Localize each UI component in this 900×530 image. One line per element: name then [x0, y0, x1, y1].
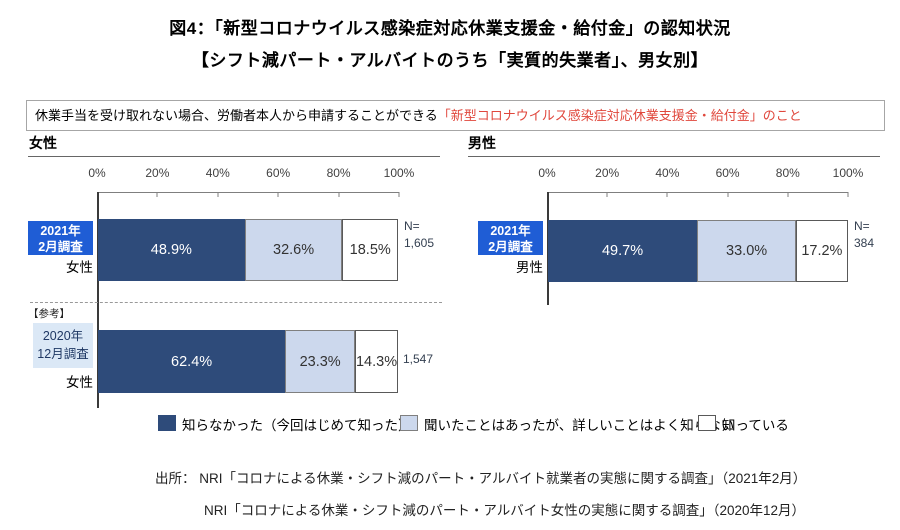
bar-segment: 18.5% [342, 219, 398, 281]
source-line-1: 出所： NRI「コロナによる休業・シフト減のパート・アルバイト就業者の実態に関す… [155, 471, 807, 486]
axis-tick-label: 0% [88, 166, 106, 180]
bar-segment: 14.3% [355, 330, 398, 393]
legend-swatch-dark [158, 415, 176, 431]
axis-tick-label: 40% [205, 166, 230, 180]
survey-badge-male-2021: 2021年 2月調査 [478, 221, 543, 255]
axis-tick-label: 0% [538, 166, 556, 180]
axis-tick [727, 192, 729, 197]
axis-tick-label: 60% [715, 166, 740, 180]
n-prefix: N= [854, 219, 870, 233]
panel-header-rule-female [28, 156, 440, 157]
axis-tick [666, 192, 668, 197]
n-value: 384 [854, 236, 875, 250]
axis-tick [156, 192, 158, 197]
survey-badge-female-2020: 2020年 12月調査 [33, 323, 93, 368]
axis-tick-label: 60% [266, 166, 291, 180]
x-axis-female: 0% 20% 40% 60% 80% 100% [88, 166, 414, 198]
axis-tick-label: 100% [383, 166, 415, 180]
row-gender-label-male-2021: 男性 [516, 260, 543, 275]
legend-swatch-light [400, 415, 418, 431]
figure-title-line2: 【シフト減パート・アルバイトのうち「実質的失業者」、男女別】 [191, 51, 709, 70]
bar-segment: 32.6% [244, 219, 343, 281]
n-value: 1,547 [403, 352, 434, 366]
x-axis-line [97, 192, 399, 193]
axis-tick-label: 40% [655, 166, 680, 180]
source-line-2: NRI「コロナによる休業・シフト減のパート・アルバイト女性の実態に関する調査」（… [204, 503, 806, 518]
axis-tick [398, 192, 400, 197]
badge-line1: 2021年 [490, 224, 531, 238]
sample-size-female-2021: N= 1,605 [404, 218, 434, 252]
bar-segment: 49.7% [548, 220, 698, 282]
axis-tick-label: 80% [326, 166, 351, 180]
row-gender-label-female-2021: 女性 [66, 260, 93, 275]
bar-segment: 33.0% [697, 220, 797, 282]
definition-note-text: 休業手当を受け取れない場合、労働者本人から申請することができる [35, 108, 438, 123]
axis-tick [606, 192, 608, 197]
badge-line2: 2月調査 [38, 240, 83, 254]
definition-note-box: 休業手当を受け取れない場合、労働者本人から申請することができる「新型コロナウイル… [26, 100, 885, 131]
sample-size-male-2021: N= 384 [854, 218, 874, 252]
axis-tick-label: 80% [775, 166, 800, 180]
legend: 知らなかった（今回はじめて知った） 聞いたことはあったが、詳しいことはよく知らな… [0, 413, 900, 435]
badge-line2: 12月調査 [37, 347, 89, 361]
reference-separator-line [30, 302, 442, 303]
n-prefix: N= [404, 219, 420, 233]
axis-tick [217, 192, 219, 197]
bar-segment: 62.4% [98, 330, 286, 393]
survey-badge-female-2021: 2021年 2月調査 [28, 221, 93, 255]
y-axis-line-female [97, 192, 99, 408]
x-axis-line [547, 192, 848, 193]
axis-tick [847, 192, 849, 197]
n-value: 1,605 [404, 236, 435, 250]
stacked-bar-female-2020: 62.4% 23.3% 14.3% [98, 330, 398, 393]
definition-note-highlight: 「新型コロナウイルス感染症対応休業支援金・給付金」のこと [437, 108, 802, 123]
badge-line1: 2020年 [42, 329, 84, 343]
figure-title-line1: 図4：「新型コロナウイルス感染症対応休業支援金・給付金」の認知状況 [169, 19, 731, 38]
legend-label-light: 聞いたことはあったが、詳しいことはよく知らない [424, 418, 735, 433]
panel-header-rule-male [468, 156, 880, 157]
axis-tick-label: 20% [145, 166, 170, 180]
sample-size-female-2020: 1,547 [403, 351, 433, 368]
legend-label-white: 知っている [722, 418, 789, 433]
axis-tick-label: 100% [832, 166, 864, 180]
axis-tick-label: 20% [595, 166, 620, 180]
axis-tick [338, 192, 340, 197]
reference-note-label: 【参考】 [28, 308, 70, 320]
badge-line2: 2月調査 [488, 240, 533, 254]
x-axis-male: 0% 20% 40% 60% 80% 100% [538, 166, 863, 198]
bar-segment: 48.9% [98, 219, 245, 281]
bar-segment: 17.2% [796, 220, 848, 282]
stacked-bar-male-2021: 49.7% 33.0% 17.2% [548, 220, 848, 282]
row-gender-label-female-2020: 女性 [66, 375, 93, 390]
y-axis-line-male [547, 192, 549, 305]
axis-tick [787, 192, 789, 197]
axis-tick [277, 192, 279, 197]
legend-swatch-white [698, 415, 716, 431]
panel-header-male: 男性 [468, 135, 496, 151]
legend-label-dark: 知らなかった（今回はじめて知った） [182, 418, 412, 433]
stacked-bar-female-2021: 48.9% 32.6% 18.5% [98, 219, 398, 281]
bar-segment: 23.3% [285, 330, 356, 393]
badge-line1: 2021年 [40, 224, 81, 238]
panel-header-female: 女性 [29, 135, 57, 151]
